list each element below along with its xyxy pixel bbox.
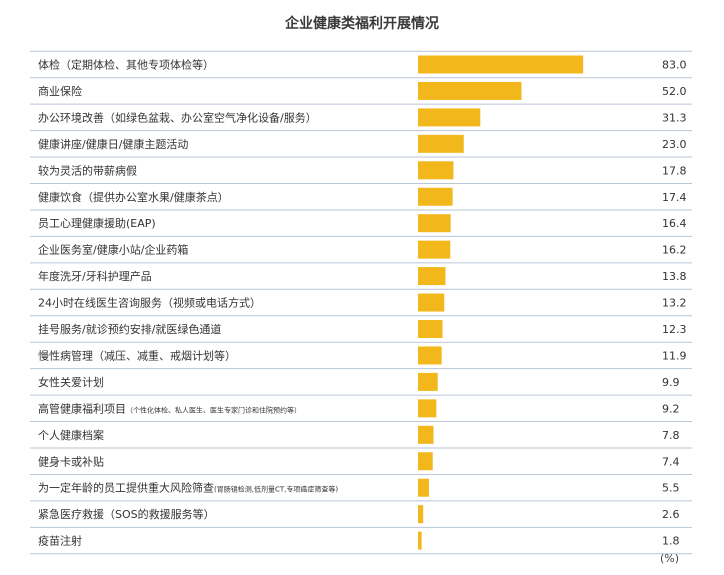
- bar: [418, 81, 522, 100]
- value-label: 13.8: [662, 270, 687, 283]
- bar: [418, 240, 451, 259]
- bar: [418, 161, 454, 180]
- value-label: 16.2: [662, 244, 687, 257]
- category-label: 健康饮食（提供办公室水果/健康茶点）: [38, 190, 229, 204]
- value-label: 17.4: [662, 191, 687, 204]
- unit-label: (%): [660, 552, 680, 565]
- category-label: 紧急医疗救援（SOS的救援服务等）: [38, 507, 215, 521]
- category-label: 企业医务室/健康小站/企业药箱: [38, 243, 188, 257]
- category-label: 疫苗注射: [38, 534, 82, 548]
- category-label: 员工心理健康援助(EAP): [38, 216, 156, 230]
- category-label: 商业保险: [38, 84, 82, 98]
- value-label: 52.0: [662, 85, 687, 98]
- value-label: 11.9: [662, 349, 687, 362]
- bar: [418, 108, 481, 127]
- bar: [418, 531, 422, 550]
- category-label: 24小时在线医生咨询服务（视频或电话方式）: [38, 296, 261, 310]
- bar: [418, 293, 445, 312]
- bar: [418, 505, 424, 524]
- chart-title: 企业健康类福利开展情况: [285, 16, 439, 32]
- category-label: 挂号服务/就诊预约安排/就医绿色通道: [38, 322, 221, 336]
- value-label: 13.2: [662, 297, 687, 310]
- bar: [418, 320, 443, 338]
- category-label: 高管健康福利项目（个性化体检、私人医生、医生专家门诊和住院预约等）: [38, 401, 301, 415]
- bar: [418, 214, 451, 233]
- category-label: 办公环境改善（如绿色盆栽、办公室空气净化设备/服务）: [38, 110, 317, 124]
- bar: [418, 425, 434, 444]
- bar: [418, 55, 584, 74]
- bar: [418, 187, 453, 206]
- value-label: 9.9: [662, 376, 680, 389]
- bar: [418, 452, 433, 471]
- value-label: 17.8: [662, 164, 687, 177]
- value-label: 5.5: [662, 482, 680, 495]
- bar: [418, 399, 437, 418]
- bar: [418, 267, 446, 286]
- value-label: 12.3: [662, 323, 687, 336]
- category-label: 较为灵活的带薪病假: [38, 163, 137, 177]
- category-note: （个性化体检、私人医生、医生专家门诊和住院预约等）: [126, 405, 301, 414]
- value-label: 23.0: [662, 138, 687, 151]
- value-label: 7.8: [662, 429, 680, 442]
- value-label: 1.8: [662, 535, 680, 548]
- category-label: 年度洗牙/牙科护理产品: [38, 269, 152, 283]
- bar: [418, 346, 442, 365]
- bar: [418, 372, 438, 391]
- value-label: 2.6: [662, 508, 680, 521]
- value-label: 31.3: [662, 111, 687, 124]
- category-label: 健身卡或补贴: [38, 454, 104, 468]
- bar: [418, 134, 464, 153]
- value-label: 83.0: [662, 59, 687, 72]
- category-label: 慢性病管理（减压、减重、戒烟计划等）: [38, 348, 236, 362]
- bar: [418, 478, 429, 497]
- category-label: 女性关爱计划: [38, 375, 104, 389]
- category-label: 体检（定期体检、其他专项体检等）: [38, 58, 214, 72]
- value-label: 7.4: [662, 455, 680, 468]
- category-label: 健康讲座/健康日/健康主题活动: [38, 137, 188, 151]
- value-label: 9.2: [662, 402, 680, 415]
- category-label: 为一定年龄的员工提供重大风险筛查(胃肠镜检测,低剂量CT,专项癌症筛查等): [38, 481, 338, 495]
- category-note: (胃肠镜检测,低剂量CT,专项癌症筛查等): [214, 485, 338, 494]
- category-label: 个人健康档案: [38, 428, 104, 442]
- value-label: 16.4: [662, 217, 687, 230]
